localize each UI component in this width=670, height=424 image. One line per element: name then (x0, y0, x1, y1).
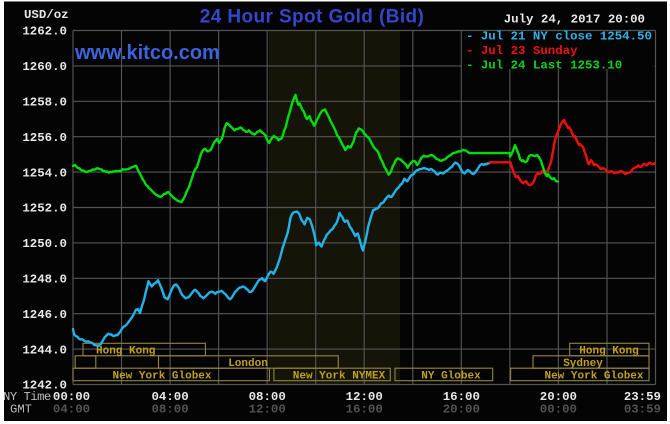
svg-text:- Jul 24 Last 1253.10: - Jul 24 Last 1253.10 (466, 58, 622, 72)
svg-text:12:00: 12:00 (346, 390, 383, 404)
svg-text:03:59: 03:59 (624, 403, 661, 417)
svg-text:1246.0: 1246.0 (22, 308, 67, 322)
svg-text:24 Hour Spot Gold (Bid): 24 Hour Spot Gold (Bid) (200, 7, 425, 28)
svg-text:- Jul 23 Sunday: - Jul 23 Sunday (466, 44, 578, 58)
svg-text:00:00: 00:00 (540, 403, 577, 417)
svg-text:New York NYMEX: New York NYMEX (293, 370, 386, 382)
svg-text:- Jul 21 NY close 1254.50: - Jul 21 NY close 1254.50 (466, 30, 652, 44)
svg-text:23:59: 23:59 (624, 390, 661, 404)
svg-text:04:00: 04:00 (53, 403, 90, 417)
svg-text:1258.0: 1258.0 (22, 96, 67, 110)
svg-text:Hong Kong: Hong Kong (579, 346, 638, 358)
svg-text:08:00: 08:00 (152, 403, 189, 417)
svg-text:NY Time: NY Time (3, 390, 51, 404)
svg-text:04:00: 04:00 (152, 390, 189, 404)
svg-text:1242.0: 1242.0 (22, 379, 67, 393)
svg-text:1250.0: 1250.0 (22, 237, 67, 251)
svg-text:12:00: 12:00 (249, 403, 286, 417)
svg-text:New York Globex: New York Globex (112, 370, 211, 382)
svg-text:00:00: 00:00 (53, 390, 90, 404)
svg-text:1252.0: 1252.0 (22, 202, 67, 216)
svg-text:USD/oz: USD/oz (24, 8, 69, 22)
svg-text:20:00: 20:00 (443, 403, 480, 417)
svg-text:1244.0: 1244.0 (22, 343, 67, 357)
svg-text:16:00: 16:00 (443, 390, 480, 404)
svg-text:NY Globex: NY Globex (421, 370, 481, 382)
svg-text:16:00: 16:00 (346, 403, 383, 417)
svg-text:1260.0: 1260.0 (22, 60, 67, 74)
svg-text:1256.0: 1256.0 (22, 131, 67, 145)
svg-text:1254.0: 1254.0 (22, 166, 67, 180)
svg-text:GMT: GMT (10, 403, 32, 417)
svg-text:20:00: 20:00 (540, 390, 577, 404)
svg-text:New York Globex: New York Globex (544, 370, 643, 382)
svg-text:Sydney: Sydney (563, 358, 603, 370)
svg-text:July 24, 2017 20:00: July 24, 2017 20:00 (504, 13, 645, 27)
svg-text:www.kitco.com: www.kitco.com (74, 42, 220, 64)
svg-text:1262.0: 1262.0 (22, 25, 67, 39)
svg-text:London: London (228, 358, 268, 370)
svg-text:1248.0: 1248.0 (22, 273, 67, 287)
svg-text:Hong Kong: Hong Kong (96, 346, 155, 358)
svg-text:08:00: 08:00 (249, 390, 286, 404)
